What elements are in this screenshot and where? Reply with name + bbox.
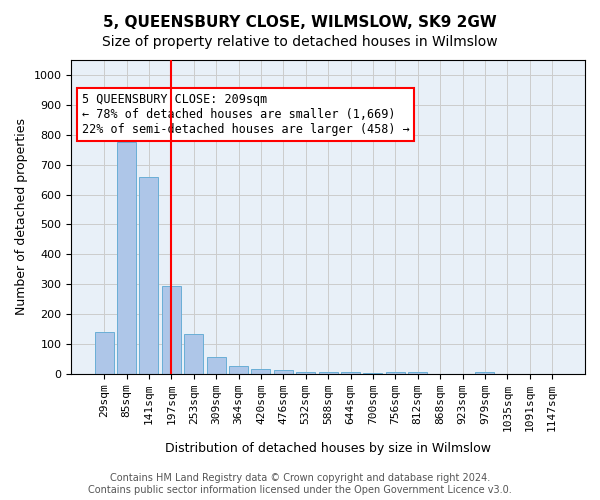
Bar xyxy=(251,368,271,374)
Text: Size of property relative to detached houses in Wilmslow: Size of property relative to detached ho… xyxy=(102,35,498,49)
Bar xyxy=(95,332,113,374)
X-axis label: Distribution of detached houses by size in Wilmslow: Distribution of detached houses by size … xyxy=(165,442,491,455)
Y-axis label: Number of detached properties: Number of detached properties xyxy=(15,118,28,316)
Bar xyxy=(229,366,248,374)
Bar xyxy=(162,286,181,374)
Text: 5 QUEENSBURY CLOSE: 209sqm
← 78% of detached houses are smaller (1,669)
22% of s: 5 QUEENSBURY CLOSE: 209sqm ← 78% of deta… xyxy=(82,93,409,136)
Bar xyxy=(184,334,203,374)
Bar xyxy=(296,372,315,374)
Bar xyxy=(319,372,338,374)
Bar xyxy=(206,358,226,374)
Text: 5, QUEENSBURY CLOSE, WILMSLOW, SK9 2GW: 5, QUEENSBURY CLOSE, WILMSLOW, SK9 2GW xyxy=(103,15,497,30)
Bar xyxy=(139,176,158,374)
Bar xyxy=(408,372,427,374)
Bar xyxy=(341,372,360,374)
Bar xyxy=(274,370,293,374)
Bar xyxy=(364,372,382,374)
Text: Contains HM Land Registry data © Crown copyright and database right 2024.
Contai: Contains HM Land Registry data © Crown c… xyxy=(88,474,512,495)
Bar xyxy=(117,142,136,374)
Bar xyxy=(475,372,494,374)
Bar xyxy=(386,372,405,374)
